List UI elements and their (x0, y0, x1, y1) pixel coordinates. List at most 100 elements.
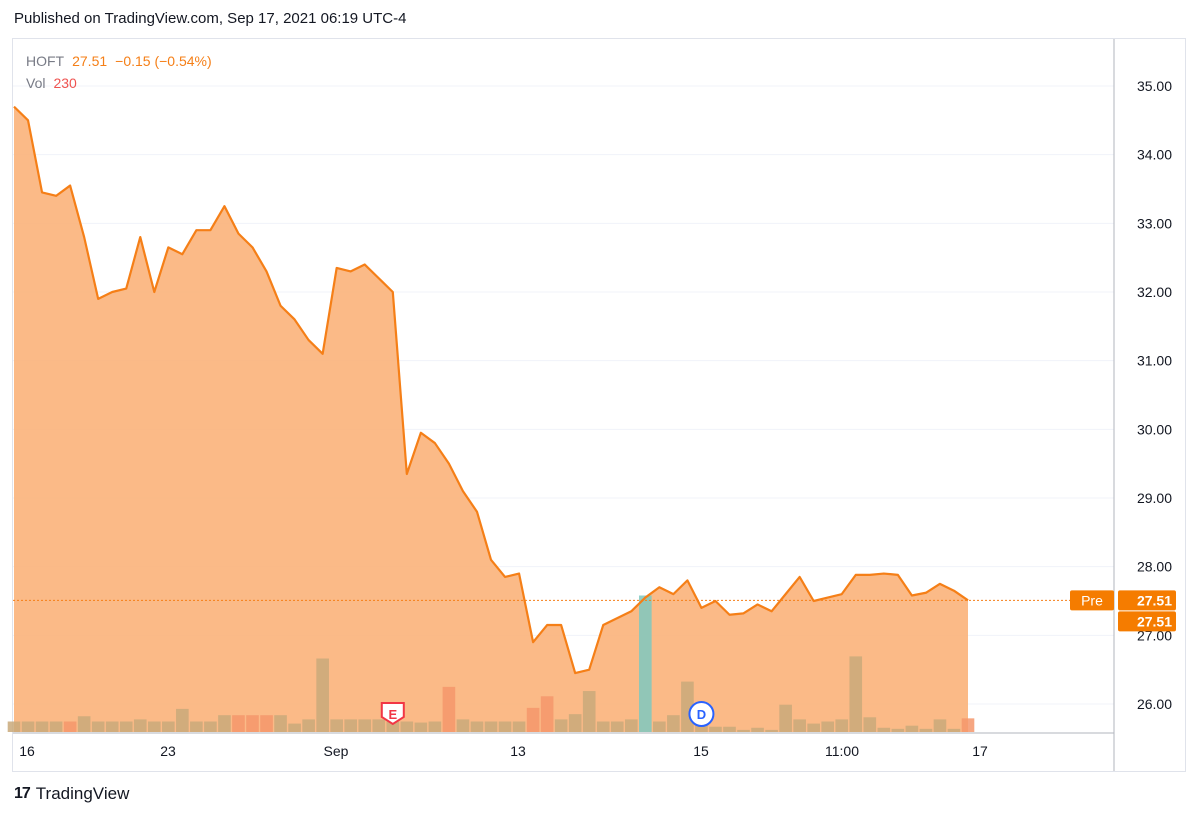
volume-bar (737, 729, 750, 732)
legend-symbol[interactable]: HOFT (26, 53, 65, 69)
x-tick-label: 17 (972, 743, 988, 759)
volume-bar (709, 726, 722, 732)
price-line (13, 105, 969, 675)
volume-bar (260, 715, 273, 732)
volume-bar (568, 714, 582, 732)
tradingview-logo-icon: 17 (14, 785, 31, 802)
y-tick-label: 27.00 (1137, 627, 1172, 643)
volume-bar (35, 721, 49, 732)
footer-brand[interactable]: 17 TradingView (14, 784, 129, 804)
x-tick-label: 16 (19, 743, 35, 759)
volume-bar (358, 719, 372, 732)
volume-bar (751, 727, 764, 732)
volume-bar (218, 715, 231, 732)
pre-badge (1070, 590, 1114, 611)
legend-vol-label: Vol (26, 75, 46, 91)
volume-bar (807, 723, 820, 732)
volume-bar (905, 725, 919, 732)
legend-price: 27.51 (72, 53, 108, 69)
volume-bar (653, 721, 666, 732)
volume-bar (176, 708, 189, 732)
volume-bar (288, 723, 301, 732)
volume-bar (596, 721, 610, 732)
volume-bar (624, 719, 638, 732)
y-tick-label: 33.00 (1137, 215, 1172, 231)
y-tick-label: 31.00 (1137, 353, 1172, 369)
legend-vol-value: 230 (53, 75, 77, 91)
footer-brand-name: TradingView (35, 784, 130, 803)
volume-bar (49, 721, 63, 732)
volume-bar (246, 715, 259, 732)
volume-bar (274, 715, 287, 732)
volume-bar (849, 656, 863, 732)
volume-bar (372, 719, 386, 732)
y-tick-label: 35.00 (1137, 78, 1172, 94)
chart-frame (12, 38, 1186, 772)
volume-bar (891, 728, 905, 732)
volume-bar (610, 721, 624, 732)
volume-bar (863, 717, 877, 732)
volume-bar (133, 719, 147, 732)
volume-bar (204, 721, 217, 732)
volume-bar (232, 715, 245, 732)
volume-bar (526, 707, 540, 732)
volume-bar (540, 696, 554, 732)
volume-bar (723, 726, 736, 732)
volume-bar (428, 721, 442, 732)
y-tick-label: 34.00 (1137, 147, 1172, 163)
earnings-marker-icon[interactable] (380, 702, 405, 726)
x-tick-label: 15 (693, 743, 709, 759)
volume-bar (330, 719, 343, 732)
x-tick-label: 11:00 (825, 743, 859, 759)
volume-bar (344, 719, 358, 732)
volume-bar (821, 721, 835, 732)
volume-bar (835, 719, 849, 732)
dividend-marker-label: D (697, 707, 706, 722)
pre-badge-label: Pre (1081, 592, 1103, 608)
y-tick-label: 28.00 (1137, 559, 1172, 575)
volume-bar (512, 721, 526, 732)
published-caption: Published on TradingView.com, Sep 17, 20… (14, 10, 407, 27)
legend-volume-row: Vol 230 (26, 72, 220, 94)
volume-bar (190, 721, 203, 732)
volume-bar (961, 718, 975, 732)
y-tick-label: 30.00 (1137, 421, 1172, 437)
volume-bar (91, 721, 105, 732)
x-tick-label: Sep (324, 743, 349, 759)
volume-bar (105, 721, 119, 732)
legend-price-row: HOFT 27.51 −0.15 (−0.54%) (26, 50, 220, 72)
volume-bar (386, 721, 400, 732)
volume-bar (470, 721, 484, 732)
last-price-label: 27.51 (1137, 613, 1172, 629)
legend-change: −0.15 (−0.54%) (115, 53, 212, 69)
volume-bar (877, 727, 891, 732)
pre-price-label: 27.51 (1137, 592, 1172, 608)
volume-bar (63, 721, 77, 732)
volume-bar (919, 728, 933, 732)
volume-bar (667, 715, 680, 732)
volume-bar (933, 719, 947, 732)
volume-bar (765, 729, 778, 732)
volume-bar (119, 721, 133, 732)
x-tick-label: 13 (510, 743, 526, 759)
volume-bar (793, 719, 806, 732)
volume-bar (442, 686, 456, 732)
volume-bar (147, 721, 161, 732)
volume-bar (582, 691, 596, 732)
volume-bar (947, 728, 961, 732)
volume-bar (639, 595, 652, 732)
x-tick-label: 23 (160, 743, 176, 759)
volume-bar (7, 721, 21, 732)
earnings-marker-label: E (388, 707, 397, 722)
last-price-badge (1118, 611, 1176, 632)
volume-bar (77, 716, 91, 732)
volume-bar (456, 719, 470, 732)
pre-price-badge (1118, 590, 1176, 611)
dividend-marker-icon[interactable] (688, 701, 715, 727)
volume-bar (554, 719, 568, 732)
price-area (14, 106, 968, 733)
volume-bar (779, 704, 792, 732)
y-tick-label: 32.00 (1137, 284, 1172, 300)
volume-bar (484, 721, 498, 732)
